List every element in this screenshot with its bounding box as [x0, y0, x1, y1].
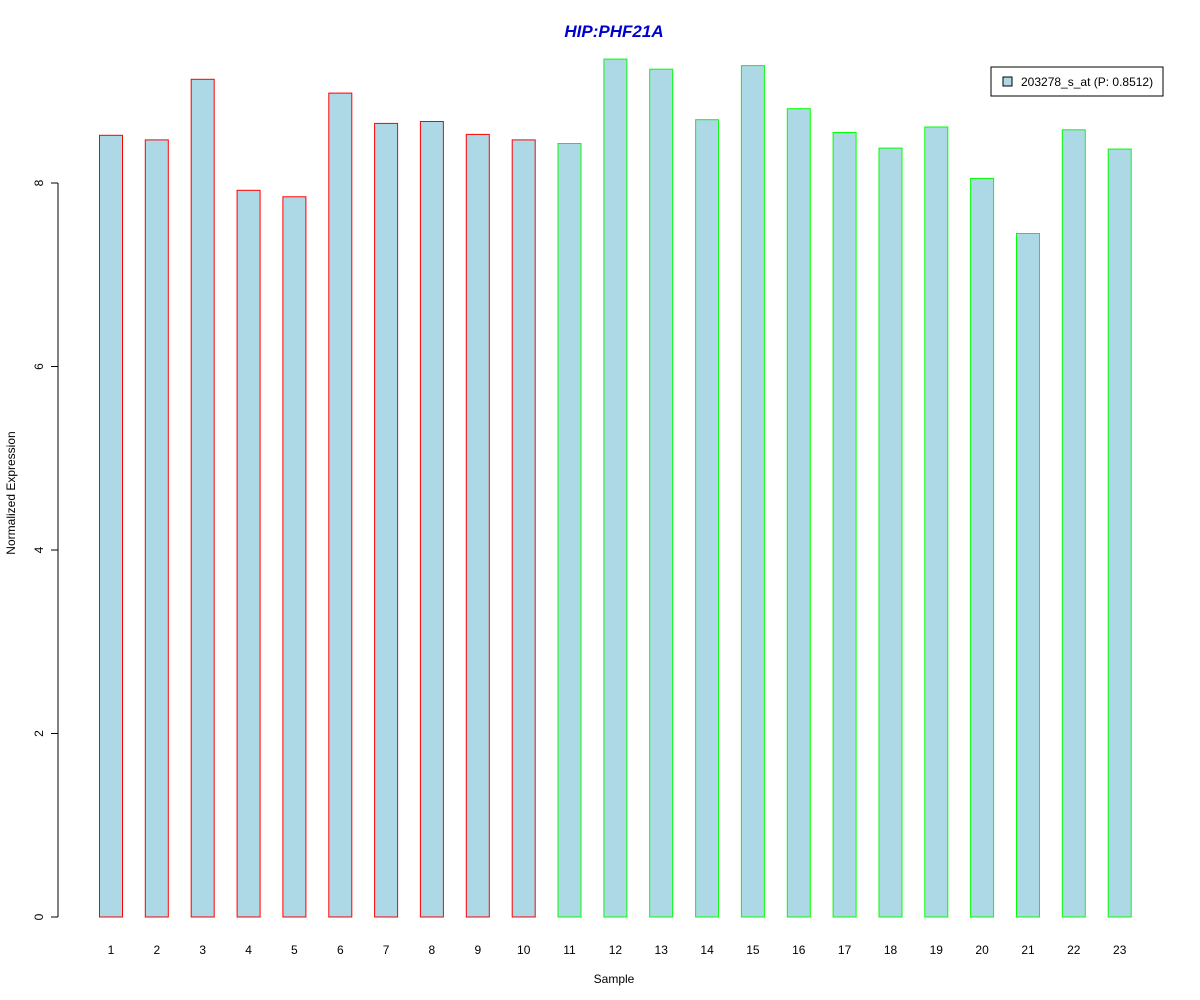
x-tick-label: 6: [337, 943, 344, 957]
bar-sample-22: [1061, 129, 1086, 918]
bar-sample-16: [786, 108, 811, 918]
bar-sample-12: [603, 58, 628, 918]
legend-box: [990, 66, 1164, 97]
bar-sample-21: [1016, 233, 1040, 918]
bar-sample-2: [144, 139, 169, 918]
x-tick-label: 15: [746, 943, 760, 957]
x-tick-label: 7: [383, 943, 390, 957]
bar-sample-19: [924, 126, 949, 918]
bar-sample-13: [649, 68, 674, 918]
x-tick-label: 16: [792, 943, 806, 957]
x-tick-label: 18: [884, 943, 898, 957]
bar-sample-4: [236, 189, 261, 918]
y-tick-label: 2: [32, 730, 46, 737]
x-tick-label: 21: [1021, 943, 1035, 957]
bar-sample-3: [190, 78, 215, 918]
x-tick-label: 11: [563, 943, 576, 957]
bar-sample-6: [328, 92, 353, 918]
bar-sample-11: [557, 143, 582, 918]
bar-sample-7: [374, 122, 399, 918]
x-tick-label: 23: [1113, 943, 1127, 957]
bar-sample-17: [832, 132, 857, 918]
x-tick-label: 2: [153, 943, 160, 957]
x-tick-label: 19: [930, 943, 944, 957]
x-tick-label: 13: [655, 943, 669, 957]
legend-swatch: [1002, 76, 1013, 87]
x-tick-label: 1: [108, 943, 115, 957]
bar-sample-14: [695, 119, 720, 918]
bar-sample-10: [511, 139, 536, 918]
bar-sample-18: [878, 147, 903, 918]
chart-title: HIP:PHF21A: [564, 22, 663, 41]
y-tick-label: 6: [32, 363, 46, 370]
x-tick-label: 20: [975, 943, 989, 957]
x-axis-title: Sample: [594, 972, 635, 986]
x-tick-label: 9: [474, 943, 481, 957]
legend-label: 203278_s_at (P: 0.8512): [1021, 75, 1153, 89]
bar-sample-23: [1107, 148, 1132, 918]
x-tick-label: 22: [1067, 943, 1081, 957]
bar-sample-1: [99, 134, 123, 918]
x-tick-label: 3: [199, 943, 206, 957]
bar-sample-5: [282, 196, 307, 918]
y-axis-title: Normalized Expression: [4, 431, 18, 554]
x-tick-label: 8: [429, 943, 436, 957]
bar-sample-20: [970, 177, 995, 918]
x-tick-label: 4: [245, 943, 252, 957]
y-tick-label: 4: [32, 546, 46, 553]
x-tick-label: 12: [609, 943, 623, 957]
x-tick-label: 17: [838, 943, 852, 957]
y-tick-label: 8: [32, 179, 46, 186]
x-tick-label: 10: [517, 943, 531, 957]
x-tick-label: 5: [291, 943, 298, 957]
bar-sample-8: [419, 121, 444, 918]
legend: 203278_s_at (P: 0.8512): [990, 66, 1164, 97]
x-tick-label: 14: [700, 943, 714, 957]
bar-sample-15: [740, 65, 765, 918]
x-tick-labels: 1 2 3 4 5 6 7 8 9 10 11 12 13 14 15 16 17 18 19 20 21 22 23: [108, 943, 1127, 957]
bar-sample-9: [465, 133, 490, 918]
y-axis: 0 2 4 6 8: [32, 179, 59, 920]
bars-group: [99, 58, 1132, 918]
y-tick-label: 0: [32, 913, 46, 920]
